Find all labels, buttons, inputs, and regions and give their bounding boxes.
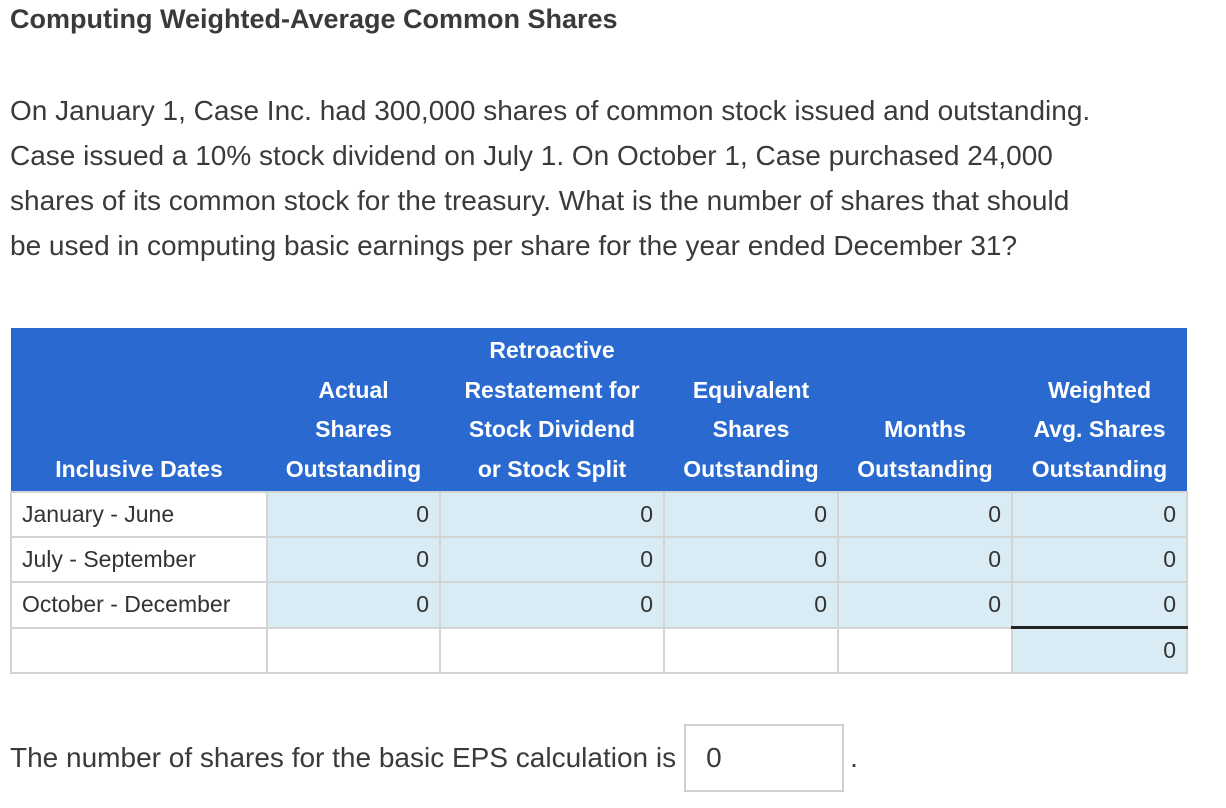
blank-cell — [439, 626, 665, 674]
problem-statement: On January 1, Case Inc. had 300,000 shar… — [10, 88, 1220, 268]
total-row: 0 — [10, 626, 1188, 674]
blank-cell — [266, 626, 441, 674]
page-title: Computing Weighted-Average Common Shares — [10, 4, 618, 34]
eps-shares-input[interactable]: 0 — [684, 724, 845, 792]
weighted-shares-input[interactable]: 0 — [1011, 581, 1188, 629]
header-equivalent-shares: Equivalent Shares Outstanding — [664, 328, 838, 492]
blank-cell — [837, 626, 1013, 674]
weighted-average-table: Inclusive Dates Actual Shares Outstandin… — [10, 328, 1188, 674]
table-header-row: Inclusive Dates Actual Shares Outstandin… — [11, 328, 1187, 492]
header-weighted-avg-shares: Weighted Avg. Shares Outstanding — [1012, 328, 1187, 492]
equivalent-shares-input[interactable]: 0 — [663, 491, 839, 538]
actual-shares-input[interactable]: 0 — [266, 491, 441, 538]
equivalent-shares-input[interactable]: 0 — [663, 581, 839, 629]
answer-label: The number of shares for the basic EPS c… — [10, 742, 677, 773]
row-date-label: January - June — [10, 491, 268, 538]
weighted-shares-input[interactable]: 0 — [1011, 536, 1188, 583]
header-retroactive-restatement: Retroactive Restatement for Stock Divide… — [440, 328, 664, 492]
restatement-input[interactable]: 0 — [439, 536, 665, 583]
table-row: January - June 0 0 0 0 0 — [10, 491, 1188, 538]
answer-period: . — [850, 742, 858, 773]
actual-shares-input[interactable]: 0 — [266, 536, 441, 583]
months-input[interactable]: 0 — [837, 491, 1013, 538]
problem-line: Case issued a 10% stock dividend on July… — [10, 140, 1053, 171]
header-actual-shares: Actual Shares Outstanding — [267, 328, 440, 492]
weighted-shares-input[interactable]: 0 — [1011, 491, 1188, 538]
problem-line: On January 1, Case Inc. had 300,000 shar… — [10, 95, 1091, 126]
blank-cell — [10, 626, 268, 674]
equivalent-shares-input[interactable]: 0 — [663, 536, 839, 583]
blank-cell — [663, 626, 839, 674]
restatement-input[interactable]: 0 — [439, 491, 665, 538]
row-date-label: July - September — [10, 536, 268, 583]
actual-shares-input[interactable]: 0 — [266, 581, 441, 629]
restatement-input[interactable]: 0 — [439, 581, 665, 629]
problem-line: be used in computing basic earnings per … — [10, 230, 1018, 261]
months-input[interactable]: 0 — [837, 581, 1013, 629]
header-months-outstanding: Months Outstanding — [838, 328, 1012, 492]
months-input[interactable]: 0 — [837, 536, 1013, 583]
problem-line: shares of its common stock for the treas… — [10, 185, 1070, 216]
total-weighted-shares-input[interactable]: 0 — [1011, 626, 1188, 674]
row-date-label: October - December — [10, 581, 268, 629]
header-inclusive-dates: Inclusive Dates — [11, 328, 267, 492]
table-row: July - September 0 0 0 0 0 — [10, 536, 1188, 583]
table-row: October - December 0 0 0 0 0 — [10, 581, 1188, 629]
answer-sentence: The number of shares for the basic EPS c… — [10, 722, 858, 794]
